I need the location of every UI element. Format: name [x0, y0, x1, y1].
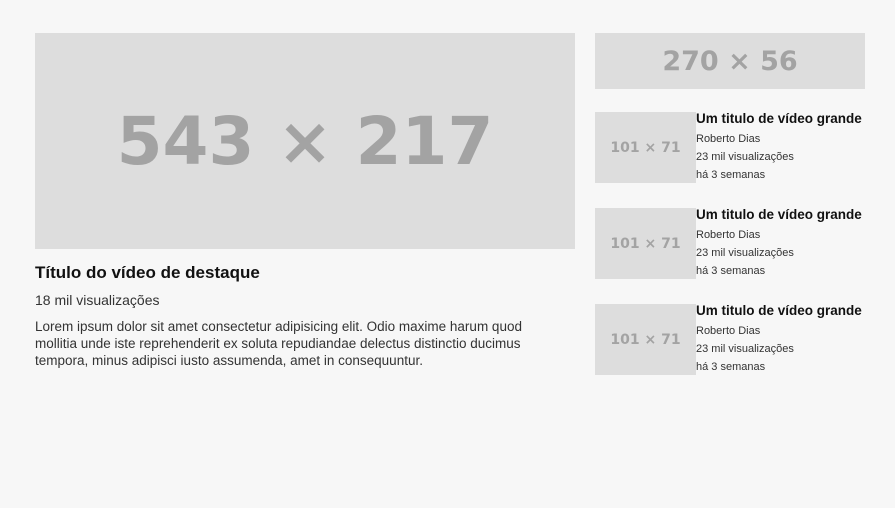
video-age: há 3 semanas	[696, 265, 766, 277]
video-thumbnail-label: 101 × 71	[610, 331, 681, 348]
featured-video: 543 × 217 Título do vídeo de destaque 18…	[35, 33, 575, 369]
video-age: há 3 semanas	[696, 169, 766, 181]
video-thumbnail[interactable]: 101 × 71	[595, 208, 696, 279]
list-item[interactable]: 101 × 71 Um titulo de vídeo grande Rober…	[595, 303, 875, 376]
video-author[interactable]: Roberto Dias	[696, 133, 761, 145]
video-title[interactable]: Um titulo de vídeo grande	[696, 303, 862, 318]
video-info: Um titulo de vídeo grande Roberto Dias 2…	[696, 207, 871, 280]
video-thumbnail-label: 101 × 71	[610, 235, 681, 252]
video-title[interactable]: Um titulo de vídeo grande	[696, 207, 862, 222]
sidebar: 270 × 56 101 × 71 Um titulo de vídeo gra…	[595, 33, 875, 375]
video-views: 23 mil visualizações	[696, 151, 794, 163]
featured-views: 18 mil visualizações	[35, 292, 160, 308]
featured-title[interactable]: Título do vídeo de destaque	[35, 263, 260, 282]
sidebar-banner[interactable]: 270 × 56	[595, 33, 865, 89]
list-item[interactable]: 101 × 71 Um titulo de vídeo grande Rober…	[595, 111, 875, 184]
video-author[interactable]: Roberto Dias	[696, 325, 761, 337]
video-info: Um titulo de vídeo grande Roberto Dias 2…	[696, 303, 871, 376]
video-views: 23 mil visualizações	[696, 343, 794, 355]
video-thumbnail[interactable]: 101 × 71	[595, 304, 696, 375]
video-thumbnail-label: 101 × 71	[610, 139, 681, 156]
video-age: há 3 semanas	[696, 361, 766, 373]
featured-thumbnail-label: 543 × 217	[116, 102, 494, 180]
video-thumbnail[interactable]: 101 × 71	[595, 112, 696, 183]
featured-description: Lorem ipsum dolor sit amet consectetur a…	[35, 319, 522, 368]
video-views: 23 mil visualizações	[696, 247, 794, 259]
video-info: Um titulo de vídeo grande Roberto Dias 2…	[696, 111, 871, 184]
video-author[interactable]: Roberto Dias	[696, 229, 761, 241]
video-title[interactable]: Um titulo de vídeo grande	[696, 111, 862, 126]
sidebar-banner-label: 270 × 56	[662, 45, 798, 77]
featured-thumbnail[interactable]: 543 × 217	[35, 33, 575, 249]
list-item[interactable]: 101 × 71 Um titulo de vídeo grande Rober…	[595, 207, 875, 280]
